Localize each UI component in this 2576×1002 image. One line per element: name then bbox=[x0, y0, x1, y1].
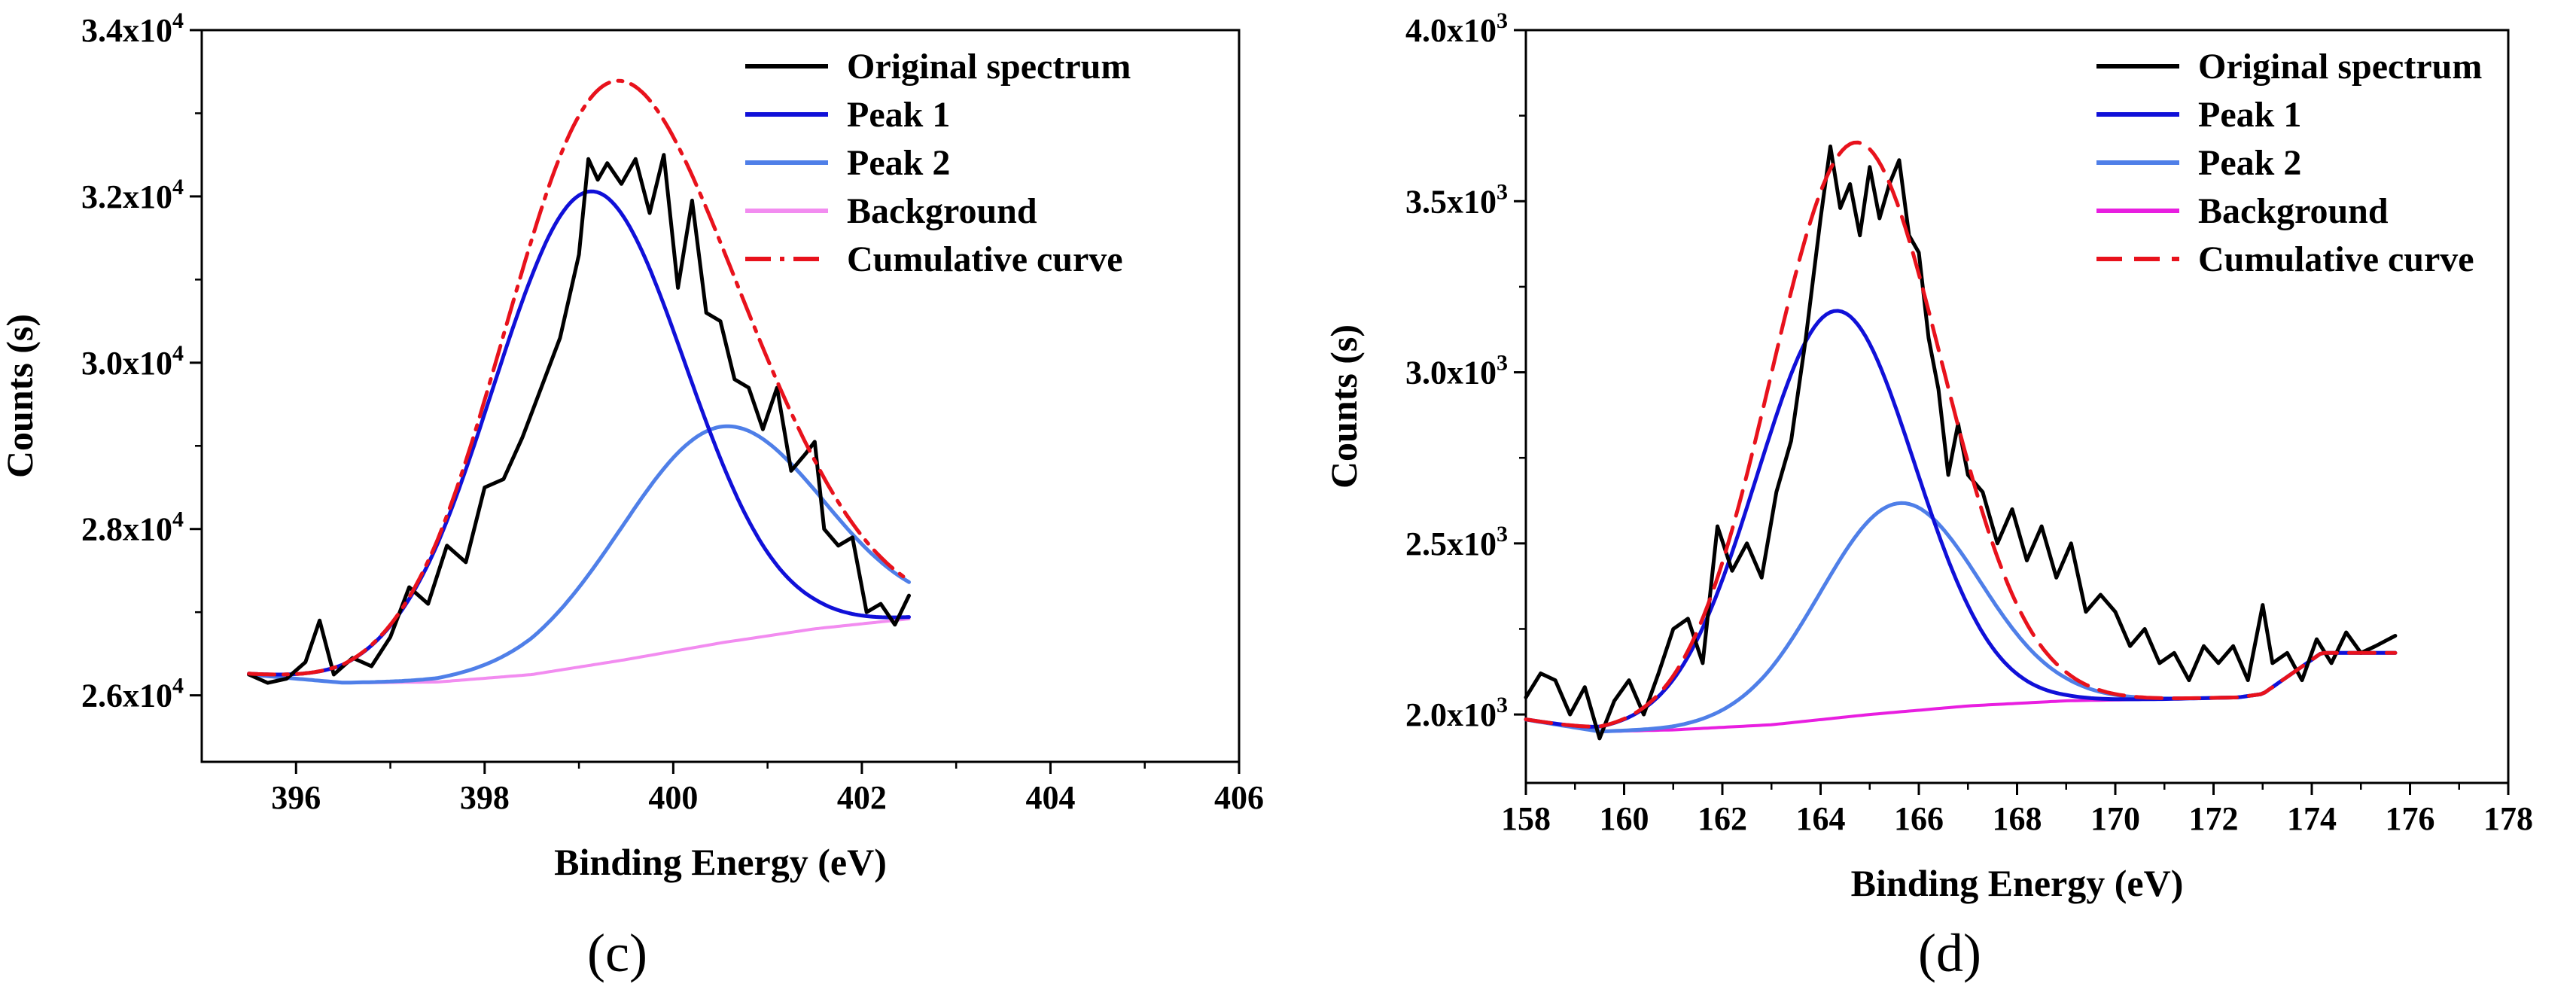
y-tick-label: 2.5x103 bbox=[1405, 522, 1508, 562]
x-tick-label: 170 bbox=[2090, 800, 2140, 837]
x-tick-label: 396 bbox=[271, 779, 321, 816]
panel-c-chart: 396 398 400 402 404 406 2.6x104 2.8x104 3.0x104 3… bbox=[0, 8, 1264, 983]
cumulative-curve bbox=[1524, 140, 2398, 729]
x-tick-label: 404 bbox=[1025, 779, 1075, 816]
plot-frame bbox=[200, 29, 1241, 763]
y-tick-label: 3.0x104 bbox=[81, 341, 184, 382]
original-spectrum-curve bbox=[247, 153, 911, 685]
x-tick-label: 162 bbox=[1698, 800, 1747, 837]
x-tick-label: 164 bbox=[1796, 800, 1846, 837]
legend-entry-label: Original spectrum bbox=[847, 47, 1131, 87]
x-tick-label: 158 bbox=[1501, 800, 1551, 837]
y-tick-label: 2.6x104 bbox=[81, 674, 184, 714]
legend-entry-label: Background bbox=[847, 191, 1037, 231]
x-axis-title: Binding Energy (eV) bbox=[554, 841, 887, 883]
panel-label: (c) bbox=[587, 923, 647, 983]
original-spectrum-curve bbox=[1524, 145, 2398, 741]
legend-entry-label: Peak 1 bbox=[847, 95, 950, 135]
y-tick-label: 3.4x104 bbox=[81, 8, 184, 49]
cumulative-curve bbox=[247, 78, 911, 677]
legend-entry-label: Peak 2 bbox=[847, 143, 950, 183]
x-axis-title: Binding Energy (eV) bbox=[1851, 862, 2184, 904]
legend-entry-label: Original spectrum bbox=[2198, 47, 2482, 87]
x-tick-label: 174 bbox=[2287, 800, 2337, 837]
x-tick-label: 176 bbox=[2386, 800, 2435, 837]
y-axis-title: Counts (s) bbox=[1323, 324, 1365, 489]
legend-entry-label: Peak 2 bbox=[2198, 143, 2301, 183]
panel-label: (d) bbox=[1918, 923, 1981, 983]
y-tick-label: 4.0x103 bbox=[1405, 8, 1508, 49]
y-tick-label: 2.8x104 bbox=[81, 507, 184, 548]
x-tick-label: 402 bbox=[837, 779, 887, 816]
legend-entry-label: Background bbox=[2198, 191, 2389, 231]
y-tick-label: 3.2x104 bbox=[81, 175, 184, 215]
legend-entry-label: Cumulative curve bbox=[847, 239, 1123, 279]
peak-2-curve bbox=[247, 424, 911, 685]
y-tick-label: 2.0x103 bbox=[1405, 693, 1508, 733]
x-tick-label: 168 bbox=[1993, 800, 2042, 837]
legend-entry-label: Peak 1 bbox=[2198, 95, 2301, 135]
x-tick-label: 166 bbox=[1894, 800, 1944, 837]
y-tick-label: 3.5x103 bbox=[1405, 179, 1508, 220]
legend-entry-label: Cumulative curve bbox=[2198, 239, 2474, 279]
x-tick-label: 398 bbox=[460, 779, 510, 816]
y-tick-label: 3.0x103 bbox=[1405, 351, 1508, 391]
x-tick-label: 160 bbox=[1600, 800, 1649, 837]
x-tick-label: 172 bbox=[2189, 800, 2239, 837]
x-tick-label: 406 bbox=[1214, 779, 1264, 816]
x-tick-label: 178 bbox=[2483, 800, 2533, 837]
x-tick-label: 400 bbox=[648, 779, 698, 816]
y-axis-title: Counts (s) bbox=[0, 314, 41, 478]
panel-d-chart: 158 160 162 164 166 168 170 172 174 176 178 2.0x103… bbox=[1323, 8, 2533, 983]
